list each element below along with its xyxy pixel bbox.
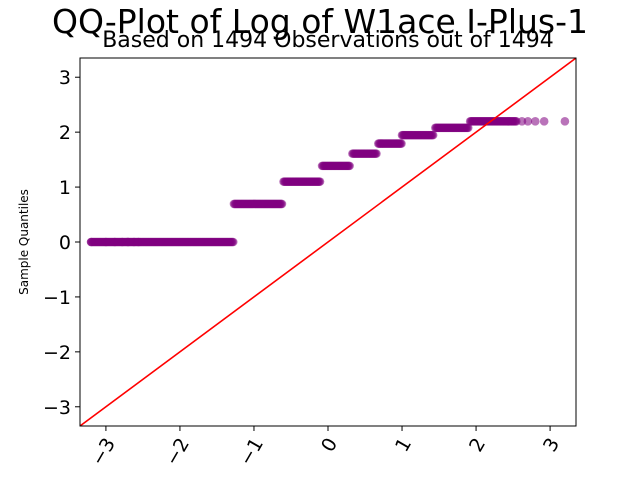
data-point xyxy=(560,117,570,126)
chart-title: QQ-Plot of Log of W1ace I-Plus-1 xyxy=(52,2,588,41)
data-point xyxy=(428,130,438,140)
x-tick-label: −1 xyxy=(235,434,268,469)
y-tick-label: −3 xyxy=(43,397,71,419)
x-tick-label: 1 xyxy=(391,434,416,455)
data-point xyxy=(134,237,143,247)
y-tick-label: −2 xyxy=(43,342,71,364)
reference-line xyxy=(80,58,576,426)
data-point xyxy=(397,139,406,148)
y-tick-label: 2 xyxy=(59,122,71,144)
data-point xyxy=(530,117,540,126)
x-tick-label: −3 xyxy=(87,434,120,469)
data-point xyxy=(539,117,549,126)
data-point xyxy=(123,237,133,247)
y-tick-label: 1 xyxy=(59,177,71,199)
data-point xyxy=(315,177,325,186)
data-point xyxy=(463,123,473,133)
data-point xyxy=(86,237,96,247)
data-point xyxy=(345,161,354,171)
data-point xyxy=(101,237,111,247)
x-tick-label: −2 xyxy=(161,434,194,469)
x-tick-label: 2 xyxy=(465,434,490,455)
x-axis: −3 −2 −1 0 1 2 3 xyxy=(87,426,564,470)
chart-subtitle: Based on 1494 Observations out of 1494 xyxy=(102,28,554,53)
y-tick-label: 0 xyxy=(59,232,71,254)
data-point xyxy=(277,199,287,209)
data-point xyxy=(517,117,527,126)
data-point xyxy=(228,237,238,247)
data-point xyxy=(372,149,381,158)
x-tick-label: 3 xyxy=(539,434,564,455)
y-axis: −3 −2 −1 0 1 2 3 xyxy=(43,67,80,419)
y-tick-label: 3 xyxy=(59,67,71,89)
data-point xyxy=(110,237,120,247)
y-axis-label: Sample Quantiles xyxy=(17,189,31,295)
x-tick-label: 0 xyxy=(317,434,342,455)
data-point xyxy=(523,117,533,126)
points-layer xyxy=(86,117,570,247)
reference-line-layer xyxy=(80,58,576,426)
data-point xyxy=(117,237,127,247)
y-tick-label: −1 xyxy=(43,287,71,309)
